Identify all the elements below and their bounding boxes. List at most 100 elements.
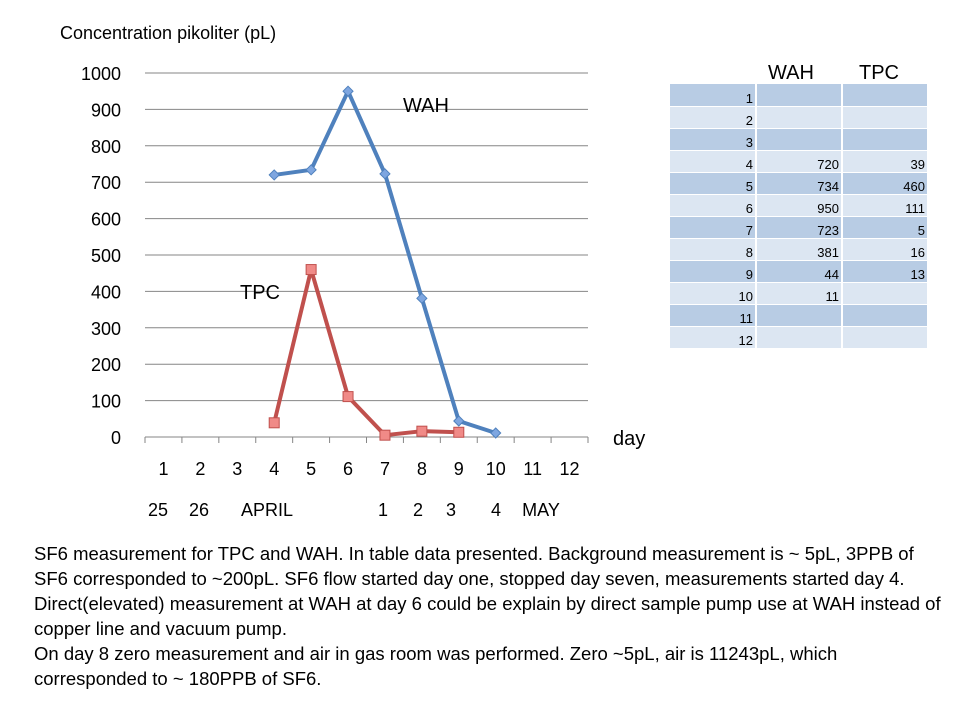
date-label: MAY [522, 500, 560, 520]
table-cell-tpc [842, 84, 929, 107]
data-point-tpc [342, 391, 354, 403]
axes [144, 436, 589, 443]
data-point-tpc [305, 264, 317, 276]
table-row: 11 [670, 304, 929, 327]
table-cell-day: 9 [670, 260, 757, 283]
date-label: 2 [413, 500, 423, 520]
table-cell-day: 5 [670, 172, 757, 195]
table-cell-day: 1 [670, 84, 757, 107]
date-label: 3 [446, 500, 456, 520]
table-cell-wah: 44 [756, 260, 843, 283]
data-table: 1 2 3 4 720 39 5 734 460 6 950 111 7 723 5 8 381 16 9 44 13 1… [670, 84, 929, 349]
table-cell-tpc: 39 [842, 150, 929, 173]
table-cell-day: 11 [670, 304, 757, 327]
table-cell-tpc: 460 [842, 172, 929, 195]
y-tick-label: 900 [91, 100, 121, 120]
table-cell-wah [756, 304, 843, 327]
y-tick-label: 200 [91, 355, 121, 375]
x-tick-label: 5 [306, 459, 316, 479]
table-cell-day: 3 [670, 128, 757, 151]
table-cell-wah: 720 [756, 150, 843, 173]
series-line-wah [272, 89, 498, 435]
x-tick-label: 3 [232, 459, 242, 479]
data-point-wah [305, 164, 317, 176]
table-cell-tpc [842, 128, 929, 151]
table-row: 10 11 [670, 282, 929, 305]
date-label: 26 [189, 500, 209, 520]
date-label: APRIL [241, 500, 293, 520]
table-cell-tpc [842, 304, 929, 327]
data-point-tpc [416, 425, 428, 437]
x-tick-label: 11 [523, 459, 542, 479]
table-row: 6 950 111 [670, 194, 929, 217]
date-label: 4 [491, 500, 501, 520]
table-cell-day: 12 [670, 326, 757, 349]
gridlines [145, 72, 588, 402]
y-tick-label: 0 [111, 428, 121, 448]
table-row: 7 723 5 [670, 216, 929, 239]
table-cell-day: 7 [670, 216, 757, 239]
x-tick-label: 1 [158, 459, 168, 479]
table-cell-tpc: 5 [842, 216, 929, 239]
data-point-wah [342, 85, 354, 97]
table-cell-day: 4 [670, 150, 757, 173]
description-paragraph-2: On day 8 zero measurement and air in gas… [34, 643, 838, 689]
table-row: 2 [670, 106, 929, 129]
data-point-wah [416, 292, 428, 305]
x-tick-label: 6 [343, 459, 353, 479]
y-tick-label: 300 [91, 319, 121, 339]
table-row: 4 720 39 [670, 150, 929, 173]
x-axis-title: day [613, 428, 645, 450]
table-cell-tpc [842, 106, 929, 129]
y-tick-label: 500 [91, 246, 121, 266]
table-header-tpc: TPC [859, 62, 899, 84]
x-tick-label: 12 [560, 459, 580, 479]
series-label-wah: WAH [403, 95, 449, 117]
y-tick-label: 800 [91, 137, 121, 157]
date-label: 25 [148, 500, 168, 520]
x-tick-label: 2 [195, 459, 205, 479]
table-cell-day: 2 [670, 106, 757, 129]
table-row: 8 381 16 [670, 238, 929, 261]
data-point-tpc [453, 426, 465, 438]
y-tick-label: 600 [91, 210, 121, 230]
table-cell-day: 10 [670, 282, 757, 305]
table-cell-tpc [842, 326, 929, 349]
data-point-wah [453, 415, 465, 427]
data-point-tpc [379, 429, 391, 441]
table-cell-wah [756, 128, 843, 151]
description-paragraph-1: SF6 measurement for TPC and WAH. In tabl… [34, 543, 941, 639]
description: SF6 measurement for TPC and WAH. In tabl… [34, 541, 944, 691]
x-tick-label: 8 [417, 459, 427, 479]
series-line-tpc [272, 267, 461, 438]
data-point-wah [490, 427, 502, 439]
table-cell-wah: 950 [756, 194, 843, 217]
y-tick-label: 100 [91, 392, 121, 412]
x-tick-label: 4 [269, 459, 279, 479]
table-cell-wah [756, 84, 843, 107]
table-row: 1 [670, 84, 929, 107]
table-cell-wah [756, 106, 843, 129]
data-point-wah [268, 169, 280, 181]
table-cell-tpc: 111 [842, 194, 929, 217]
table-cell-wah: 734 [756, 172, 843, 195]
table-cell-day: 6 [670, 194, 757, 217]
table-row: 3 [670, 128, 929, 151]
date-label: 1 [378, 500, 388, 520]
table-header-wah: WAH [768, 62, 814, 84]
data-point-tpc [268, 417, 280, 429]
table-cell-wah [756, 326, 843, 349]
table-cell-wah: 723 [756, 216, 843, 239]
series-lines [268, 85, 502, 441]
y-tick-label: 1000 [81, 64, 121, 84]
x-tick-label: 9 [454, 459, 464, 479]
table-cell-day: 8 [670, 238, 757, 261]
x-tick-label: 10 [486, 459, 506, 479]
series-label-tpc: TPC [240, 282, 280, 304]
table-cell-wah: 381 [756, 238, 843, 261]
y-tick-label: 700 [91, 173, 121, 193]
y-tick-label: 400 [91, 282, 121, 302]
y-axis-title: Concentration pikoliter (pL) [60, 23, 276, 43]
x-tick-label: 7 [380, 459, 390, 479]
